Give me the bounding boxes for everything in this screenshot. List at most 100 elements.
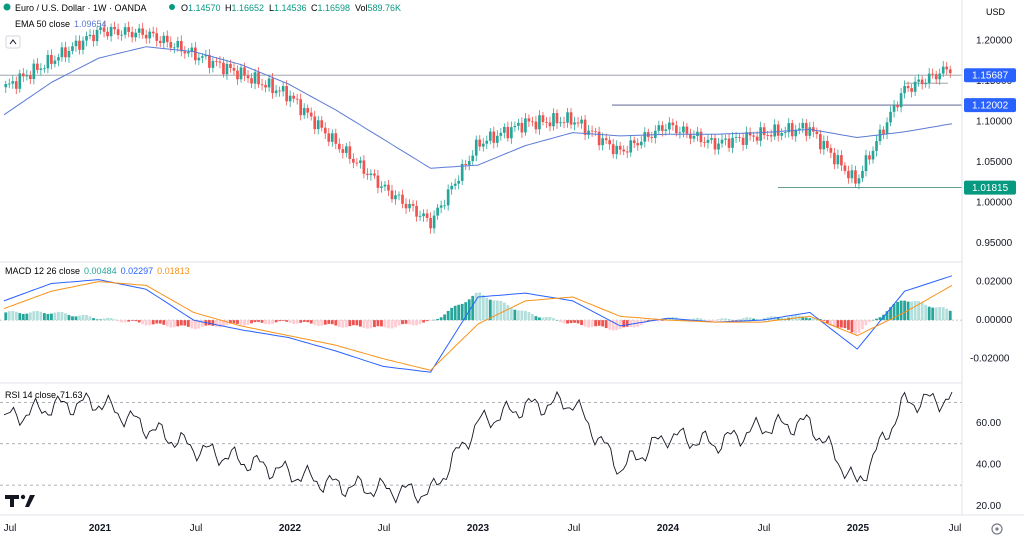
candle-body bbox=[253, 72, 257, 84]
macd-histogram-bar bbox=[32, 311, 36, 321]
macd-histogram-bar bbox=[127, 320, 131, 322]
macd-histogram-bar bbox=[776, 317, 780, 321]
candle-body bbox=[179, 41, 183, 52]
macd-histogram-bar bbox=[727, 319, 731, 321]
macd-histogram-bar bbox=[457, 304, 461, 321]
candle-body bbox=[597, 131, 601, 146]
candle-body bbox=[309, 112, 313, 117]
candle-body bbox=[618, 145, 622, 150]
macd-histogram-bar bbox=[499, 301, 503, 321]
candle-body bbox=[64, 47, 67, 58]
candle-body bbox=[892, 104, 896, 112]
macd-histogram-bar bbox=[292, 320, 296, 324]
tradingview-logo[interactable] bbox=[5, 494, 35, 507]
candle-body bbox=[622, 149, 626, 152]
price-tick-label: 0.95000 bbox=[976, 238, 1013, 249]
candle-body bbox=[833, 152, 836, 165]
macd-histogram-bar bbox=[218, 320, 222, 328]
candle-body bbox=[320, 120, 324, 128]
macd-histogram-bar bbox=[931, 307, 935, 321]
rsi-tick-label: 60.00 bbox=[976, 418, 1001, 429]
symbol-title[interactable]: Euro / U.S. Dollar · 1W · OANDA bbox=[15, 3, 147, 13]
candle-body bbox=[720, 139, 724, 144]
macd-histogram-bar bbox=[934, 307, 938, 321]
candle-body bbox=[362, 160, 366, 174]
candle-body bbox=[418, 216, 422, 218]
macd-histogram-bar bbox=[165, 320, 169, 327]
symbol-legend[interactable]: Euro / U.S. Dollar · 1W · OANDA O1.14570… bbox=[3, 3, 402, 13]
macd-legend[interactable]: MACD 12 26 close 0.00484 0.02297 0.01813 bbox=[5, 266, 190, 276]
candle-body bbox=[450, 185, 454, 190]
candle-body bbox=[590, 130, 594, 132]
candle-body bbox=[11, 81, 15, 84]
candle-body bbox=[632, 140, 636, 144]
candle-body bbox=[260, 84, 264, 86]
candle-body bbox=[559, 122, 562, 124]
macd-histogram-bar bbox=[734, 320, 738, 321]
candle-body bbox=[931, 73, 935, 75]
candle-body bbox=[882, 129, 885, 134]
price-pane[interactable] bbox=[0, 21, 962, 234]
candle-body bbox=[857, 178, 861, 184]
macd-histogram-bar bbox=[731, 320, 734, 321]
macd-histogram-bar bbox=[207, 320, 211, 326]
candle-body bbox=[408, 203, 411, 209]
time-tick-label: 2021 bbox=[89, 523, 112, 534]
macd-histogram-bar bbox=[474, 292, 478, 321]
macd-histogram-bar bbox=[545, 317, 548, 321]
candle-body bbox=[524, 118, 527, 133]
candle-body bbox=[513, 125, 517, 128]
rsi-pane[interactable] bbox=[0, 390, 962, 504]
candle-body bbox=[682, 126, 685, 133]
candle-body bbox=[397, 194, 401, 196]
candle-body bbox=[292, 95, 296, 99]
candle-body bbox=[267, 78, 271, 88]
macd-histogram-bar bbox=[885, 311, 889, 321]
time-tick-label: Jul bbox=[758, 523, 771, 534]
candle-body bbox=[836, 155, 840, 165]
time-tick-label: 2022 bbox=[279, 523, 302, 534]
macd-histogram-bar bbox=[857, 320, 861, 333]
candle-body bbox=[920, 79, 924, 85]
macd-histogram-bar bbox=[39, 311, 43, 321]
price-tick-label: 1.10000 bbox=[976, 116, 1013, 127]
candle-body bbox=[404, 203, 408, 209]
macd-histogram-bar bbox=[120, 320, 124, 323]
candle-body bbox=[92, 34, 95, 42]
candle-body bbox=[738, 136, 741, 138]
candle-body bbox=[871, 150, 875, 160]
candle-body bbox=[330, 133, 334, 142]
candle-body bbox=[629, 140, 633, 153]
candle-body bbox=[436, 207, 439, 216]
macd-histogram-bar bbox=[896, 301, 899, 321]
candle-body bbox=[913, 81, 917, 92]
collapse-legend-button[interactable] bbox=[5, 35, 21, 49]
macd-histogram-bar bbox=[158, 320, 162, 324]
macd-histogram-bar bbox=[7, 311, 11, 321]
price-tick-label: 1.20000 bbox=[976, 35, 1013, 46]
ema-legend[interactable]: EMA 50 close 1.09654 bbox=[15, 19, 107, 29]
candle-body bbox=[215, 60, 218, 62]
currency-label[interactable]: USD bbox=[986, 7, 1006, 17]
macd-histogram-bar bbox=[151, 320, 155, 325]
macd-pane[interactable] bbox=[0, 275, 962, 373]
candle-body bbox=[278, 90, 281, 92]
candle-body bbox=[797, 128, 801, 130]
candle-body bbox=[32, 63, 36, 80]
macd-histogram-bar bbox=[422, 320, 425, 323]
candle-body bbox=[576, 122, 580, 124]
macd-histogram-bar bbox=[232, 320, 236, 324]
candle-body bbox=[102, 27, 106, 32]
candle-body bbox=[643, 132, 647, 142]
macd-histogram-bar bbox=[854, 320, 857, 335]
macd-histogram-bar bbox=[337, 320, 341, 328]
macd-histogram-bar bbox=[81, 314, 85, 321]
candle-body bbox=[731, 137, 734, 148]
macd-histogram-bar bbox=[42, 313, 46, 321]
macd-histogram-bar bbox=[257, 320, 260, 322]
macd-histogram-bar bbox=[917, 301, 921, 321]
macd-histogram-bar bbox=[611, 320, 615, 331]
rsi-legend[interactable]: RSI 14 close 71.63 bbox=[5, 390, 83, 400]
settings-gear-icon[interactable] bbox=[991, 523, 1003, 535]
